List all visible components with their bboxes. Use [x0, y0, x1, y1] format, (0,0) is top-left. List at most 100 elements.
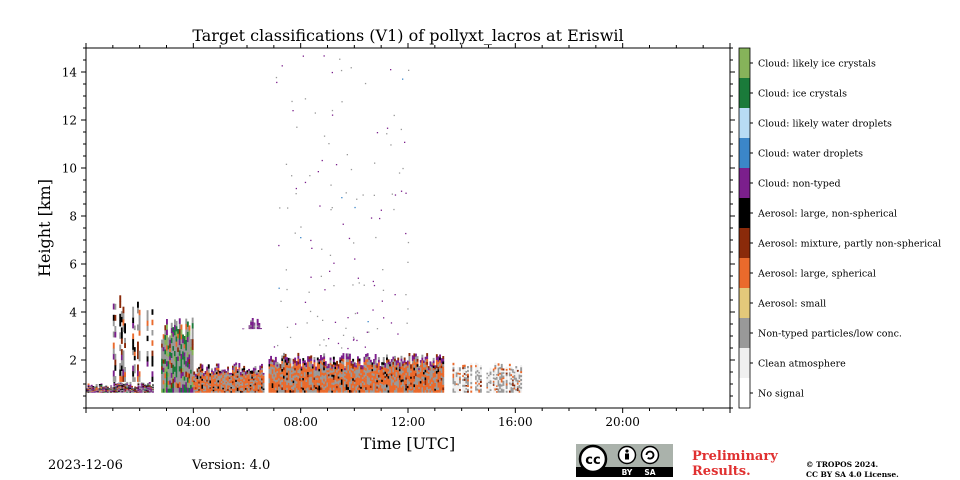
classification-cell — [331, 382, 334, 385]
classification-cell — [177, 329, 180, 334]
classification-cell — [411, 387, 414, 391]
classification-cell — [421, 362, 424, 366]
classification-cell — [408, 364, 411, 368]
classification-cell — [373, 361, 375, 365]
classification-cell — [465, 372, 468, 375]
classification-cell — [211, 380, 213, 383]
classification-cell — [108, 391, 111, 392]
classification-cell — [337, 372, 340, 375]
classification-cell — [169, 335, 172, 340]
classification-cell — [311, 382, 314, 385]
classification-cell — [121, 390, 124, 392]
classification-cell — [191, 322, 194, 329]
classification-cell — [440, 387, 443, 391]
classification-cell — [368, 357, 371, 360]
classification-cell — [252, 376, 255, 379]
classification-cell — [123, 391, 125, 393]
classification-cell — [513, 371, 516, 374]
classification-cell — [257, 374, 260, 377]
classification-cell — [281, 358, 284, 361]
classification-cell — [423, 369, 425, 373]
classification-cell — [87, 388, 90, 390]
classification-cell — [324, 383, 327, 386]
classification-cell — [520, 374, 523, 378]
classification-cell — [279, 384, 282, 387]
classification-cell — [164, 339, 167, 345]
classification-cell — [144, 388, 146, 390]
classification-cell — [190, 342, 192, 347]
classification-cell — [115, 391, 117, 393]
classification-cell — [270, 389, 272, 393]
classification-cell — [400, 358, 403, 362]
classification-cell — [209, 384, 212, 386]
classification-cell — [172, 341, 175, 347]
classification-cell — [303, 385, 306, 389]
classification-cell — [405, 379, 408, 382]
classification-cell — [423, 360, 425, 363]
classification-cell — [137, 375, 139, 382]
classification-cell — [203, 389, 205, 392]
classification-cell — [212, 383, 215, 386]
classification-cell — [254, 379, 257, 382]
classification-cell — [140, 383, 143, 385]
classification-cell — [110, 386, 113, 388]
classification-cell — [452, 379, 455, 383]
classification-cell — [244, 377, 247, 380]
classification-cell — [357, 389, 359, 393]
classification-cell — [105, 387, 108, 389]
classification-cell — [429, 390, 432, 393]
classification-cell — [363, 372, 366, 375]
classification-cell — [240, 376, 242, 379]
classification-cell — [102, 389, 104, 391]
classification-cell — [432, 372, 435, 376]
classification-cell — [331, 374, 334, 377]
classification-cell — [120, 376, 123, 382]
classification-cell — [305, 362, 308, 365]
classification-cell — [431, 375, 433, 378]
classification-cell — [371, 383, 374, 387]
classification-cell — [123, 388, 125, 390]
classification-cell — [397, 360, 400, 363]
classification-cell — [281, 384, 284, 388]
classification-cell — [387, 375, 390, 379]
classification-cell — [238, 363, 241, 366]
classification-cell — [307, 379, 309, 383]
classification-cell — [268, 387, 271, 391]
classification-cell — [249, 378, 252, 381]
classification-cell — [497, 375, 500, 379]
classification-cell — [440, 375, 443, 378]
classification-cell — [337, 384, 340, 387]
classification-cell — [169, 351, 172, 357]
classification-cell — [395, 369, 398, 373]
classification-cell — [313, 389, 316, 393]
classification-cell — [488, 376, 490, 378]
classification-cell — [119, 383, 122, 385]
classification-cell — [492, 372, 495, 374]
classification-cell — [134, 389, 137, 391]
classification-cell — [147, 390, 150, 392]
classification-cell — [243, 384, 246, 387]
cc-license-badge[interactable]: cc BY SA — [576, 444, 673, 477]
classification-cell — [363, 382, 366, 385]
classification-cell — [353, 366, 356, 370]
classification-cell — [334, 373, 337, 376]
classification-cell — [405, 368, 408, 371]
scatter-point — [321, 248, 323, 250]
classification-cell — [345, 353, 348, 357]
classification-cell — [271, 364, 274, 367]
classification-cell — [386, 381, 388, 385]
classification-cell — [256, 321, 259, 322]
classification-cell — [248, 389, 250, 391]
classification-cell — [387, 382, 390, 386]
classification-cell — [251, 390, 254, 393]
classification-cell — [144, 391, 146, 393]
classification-cell — [244, 378, 247, 381]
classification-cell — [311, 386, 314, 389]
classification-cell — [169, 380, 172, 385]
classification-cell — [106, 386, 109, 388]
classification-cell — [413, 384, 416, 388]
classification-cell — [426, 358, 429, 362]
classification-cell — [102, 388, 104, 390]
classification-cell — [262, 377, 265, 379]
classification-cell — [292, 361, 295, 364]
